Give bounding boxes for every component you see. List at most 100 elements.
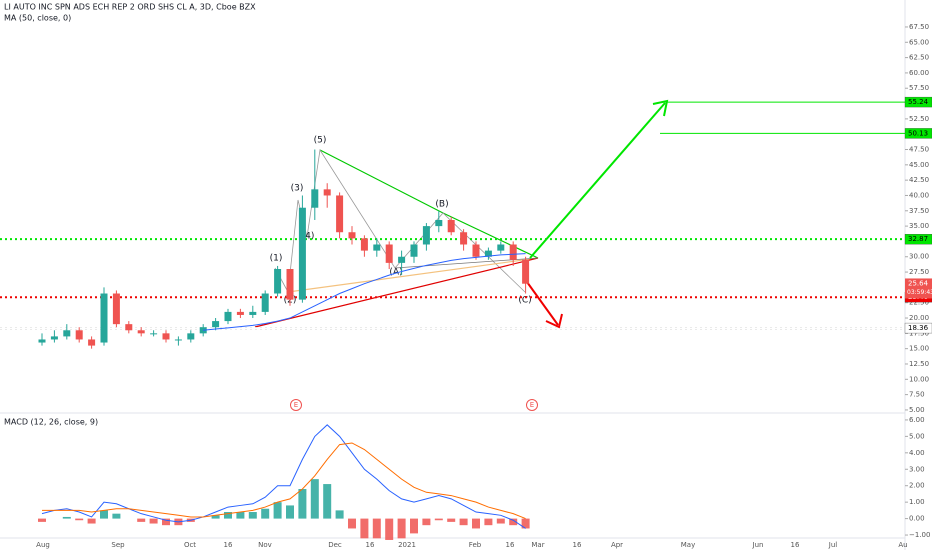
y-tick-label: 30.00 (909, 253, 929, 261)
histogram-bar (224, 512, 232, 519)
histogram-bar (521, 518, 530, 529)
symbol-title: LI AUTO INC SPN ADS ECH REP 2 ORD SHS CL… (4, 3, 256, 12)
candle-body (472, 244, 480, 257)
price-tag-label: 18.36 (908, 324, 929, 332)
wave-label: (1) (270, 254, 283, 264)
candle-body (360, 238, 368, 251)
histogram-bar (447, 518, 456, 522)
candle-body (398, 256, 406, 263)
price-tag (904, 234, 932, 245)
histogram-bar (112, 513, 121, 519)
candle-body (174, 339, 182, 341)
y-tick-label: 40.00 (909, 191, 929, 199)
earnings-label[interactable]: E (294, 401, 298, 409)
candle-body (522, 259, 530, 284)
candle-body (385, 244, 393, 263)
candle-body (323, 189, 331, 196)
x-tick-label: May (681, 541, 695, 549)
earnings-marker[interactable] (526, 399, 538, 411)
histogram-bar (360, 518, 369, 539)
histogram-bar (459, 518, 468, 526)
histogram-bar (162, 518, 170, 526)
price-tag-label: 32.87 (908, 235, 928, 243)
candle-body (224, 311, 232, 322)
candle-body (125, 324, 133, 331)
y-tick-label: 5.00 (909, 406, 925, 414)
histogram-bar (286, 505, 294, 519)
y-tick-label: 67.50 (909, 23, 929, 31)
wave-label: (C) (518, 296, 531, 306)
x-tick-label: 16 (366, 541, 375, 549)
histogram-bar (348, 518, 356, 529)
candle-body (410, 244, 418, 257)
price-tag-label: 50.13 (908, 129, 928, 137)
histogram-bar (310, 479, 319, 519)
last-price-tag (905, 278, 932, 299)
candle-body (63, 330, 71, 337)
candle-body (199, 327, 207, 334)
candle-body (38, 339, 46, 343)
candle-body (435, 219, 443, 227)
candle-body (484, 250, 492, 257)
x-tick-label: Oct (184, 541, 196, 549)
candle-body (100, 293, 108, 343)
histogram-bar (273, 502, 282, 519)
histogram-bar (236, 512, 245, 519)
candle-body (112, 293, 120, 325)
histogram-bar (323, 484, 332, 519)
target-arrow (526, 281, 559, 326)
earnings-marker[interactable] (290, 399, 302, 411)
y-tick-label: 57.50 (909, 84, 929, 92)
candle-body (373, 244, 381, 251)
histogram-bar (397, 518, 406, 539)
candle-body (509, 244, 517, 260)
macd-line (41, 424, 526, 529)
y-tick-label: 62.50 (909, 54, 929, 62)
earnings-label[interactable]: E (530, 401, 534, 409)
candle-body (75, 330, 83, 340)
arrow-head (545, 313, 563, 329)
x-tick-label: 16 (506, 541, 515, 549)
x-tick-label: Apr (611, 541, 623, 549)
y-tick-label: 6.00 (909, 416, 925, 424)
candle-body (298, 207, 306, 300)
histogram-bar (62, 516, 71, 519)
candle-body (261, 293, 269, 312)
histogram-bar (509, 518, 518, 526)
signal-line (42, 442, 526, 520)
last-price-label: 25.64 (908, 279, 929, 287)
target-arrow (529, 102, 666, 259)
y-tick-label: 2.00 (909, 482, 925, 490)
y-tick-label: −1.00 (909, 531, 930, 539)
candle-body (88, 339, 96, 346)
candle-body (249, 311, 257, 315)
candle-body (447, 219, 455, 233)
x-tick-label: Dec (328, 541, 342, 549)
histogram-bar (38, 518, 46, 522)
candle-body (497, 244, 505, 251)
wave-label: (A) (389, 268, 402, 278)
histogram-bar (87, 518, 96, 524)
histogram-bar (149, 518, 158, 524)
trendline (254, 257, 539, 328)
histogram-bar (261, 508, 270, 519)
histogram-bar (372, 518, 381, 539)
histogram-bar (385, 518, 394, 540)
x-tick-label: 2021 (398, 541, 416, 549)
x-tick-label: 16 (573, 541, 582, 549)
y-tick-label: 20.00 (909, 314, 929, 322)
wave-label: (4) (302, 232, 315, 242)
candle-body (422, 226, 430, 245)
x-tick-label: 16 (791, 541, 800, 549)
x-tick-label: Jun (752, 541, 764, 549)
y-tick-label: 22.50 (909, 299, 929, 307)
y-tick-label: 27.50 (909, 268, 929, 276)
y-tick-label: 4.00 (909, 449, 925, 457)
price-tag (904, 322, 932, 334)
y-tick-label: 65.00 (909, 38, 929, 46)
y-tick-label: 0.00 (909, 515, 925, 523)
histogram-bar (496, 518, 505, 524)
histogram-bar (298, 488, 307, 519)
histogram-bar (100, 510, 108, 519)
y-tick-label: 52.50 (909, 115, 929, 123)
